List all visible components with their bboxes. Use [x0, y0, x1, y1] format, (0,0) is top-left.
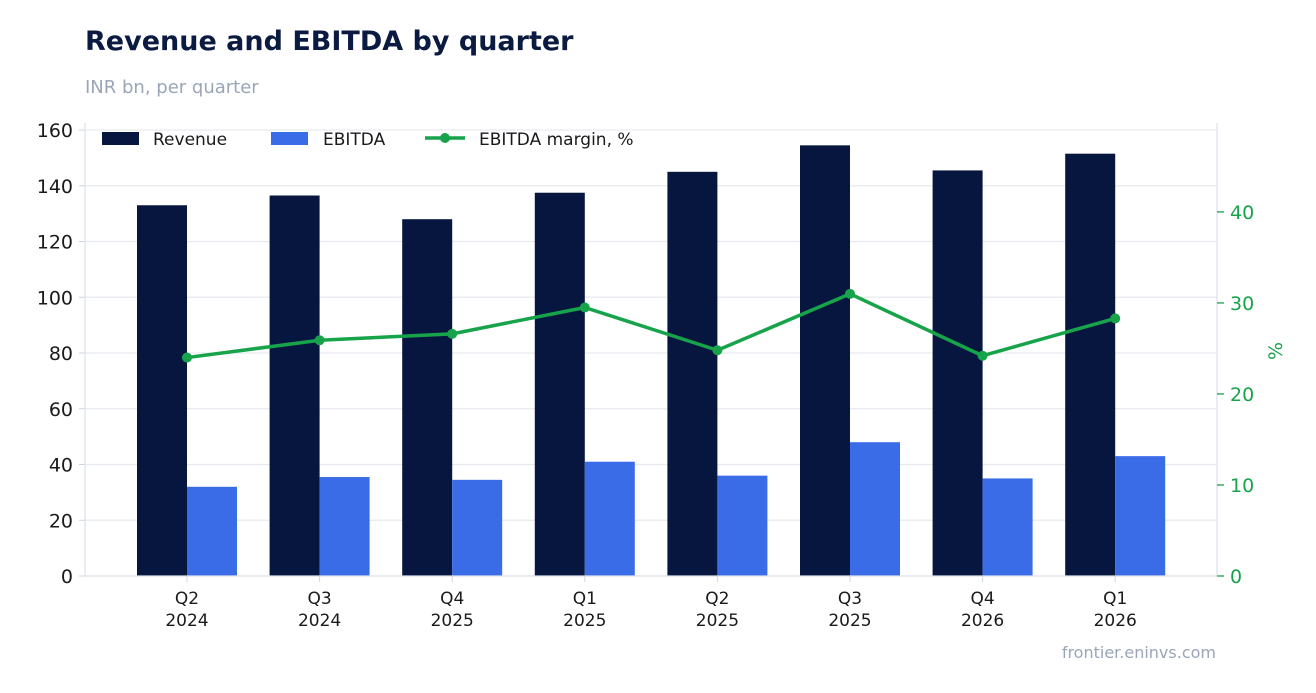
x-tick-label: Q4 — [970, 589, 994, 609]
source-label: frontier.eninvs.com — [1061, 643, 1216, 662]
margin-point — [977, 350, 988, 361]
margin-point — [845, 288, 855, 299]
y-tick-label: 160 — [37, 120, 73, 142]
margin-point — [1110, 313, 1121, 324]
bar-revenue — [800, 145, 850, 577]
y-tick-label: 100 — [37, 287, 73, 309]
y-tick-label: 80 — [49, 343, 73, 365]
legend: Revenue EBITDA EBITDA margin, % — [102, 130, 634, 150]
x-tick-label: Q1 — [1103, 589, 1127, 609]
bar-revenue — [534, 192, 585, 576]
x-tick-label: Q3 — [307, 589, 331, 609]
legend-swatch-revenue — [102, 132, 139, 145]
x-tick-label: Q4 — [440, 589, 464, 609]
y-tick-label: 140 — [37, 176, 73, 198]
margin-point — [447, 328, 458, 339]
margin-point — [579, 302, 590, 313]
y-tick-label: 60 — [49, 399, 73, 421]
legend-label-margin: EBITDA margin, % — [479, 130, 634, 150]
y2-tick-label: 40 — [1230, 202, 1254, 224]
margin-line — [182, 288, 1121, 363]
margin-point — [182, 352, 192, 363]
chart-subtitle: INR bn, per quarter — [85, 77, 259, 98]
x-tick-label: Q2 — [705, 589, 729, 609]
bar-revenue — [269, 195, 320, 576]
x-tick-label: 2025 — [563, 611, 606, 631]
bar-ebitda — [187, 486, 237, 576]
x-tick-label: 2026 — [1094, 611, 1137, 631]
bar-ebitda — [319, 477, 370, 576]
bar-ebitda — [1115, 456, 1166, 576]
x-tick-label: 2025 — [696, 611, 739, 631]
legend-label-revenue: Revenue — [153, 130, 227, 150]
bar-ebitda — [452, 479, 503, 576]
bar-ebitda — [584, 461, 635, 576]
y2-tick-label: 10 — [1230, 475, 1254, 497]
y2-tick-label: 30 — [1230, 293, 1254, 315]
bar-revenue — [932, 170, 983, 576]
bar-revenue — [1065, 153, 1116, 576]
x-tick-label: 2026 — [961, 611, 1004, 631]
bar-ebitda — [717, 475, 768, 576]
bar-ebitda — [982, 478, 1033, 576]
legend-label-ebitda: EBITDA — [323, 130, 386, 150]
bars — [137, 145, 1166, 577]
y2-axis-label: % — [1265, 342, 1287, 360]
x-tick-label: Q2 — [175, 589, 199, 609]
margin-point — [314, 335, 325, 346]
bar-revenue — [402, 219, 453, 576]
bar-revenue — [137, 205, 187, 576]
x-tick-label: Q1 — [573, 589, 597, 609]
y-tick-label: 20 — [49, 510, 73, 532]
y-tick-label: 40 — [49, 455, 73, 477]
y-tick-label: 120 — [37, 232, 73, 254]
bar-ebitda — [850, 442, 900, 576]
x-tick-label: 2024 — [298, 611, 341, 631]
x-tick-label: 2025 — [431, 611, 474, 631]
grid — [85, 129, 1217, 577]
y2-tick-label: 0 — [1230, 566, 1242, 588]
chart-title: Revenue and EBITDA by quarter — [85, 26, 574, 57]
x-tick-label: Q3 — [838, 589, 862, 609]
legend-marker-margin — [440, 133, 450, 143]
x-tick-label: 2025 — [828, 611, 871, 631]
margin-point — [712, 345, 723, 356]
bar-revenue — [667, 171, 718, 576]
y-tick-label: 0 — [61, 566, 73, 588]
axes: 020406080100120140160010203040%Q22024Q32… — [37, 120, 1287, 631]
legend-swatch-ebitda — [271, 132, 308, 145]
margin-series-line — [186, 292, 1116, 360]
y2-tick-label: 20 — [1230, 384, 1254, 406]
x-tick-label: 2024 — [165, 611, 208, 631]
